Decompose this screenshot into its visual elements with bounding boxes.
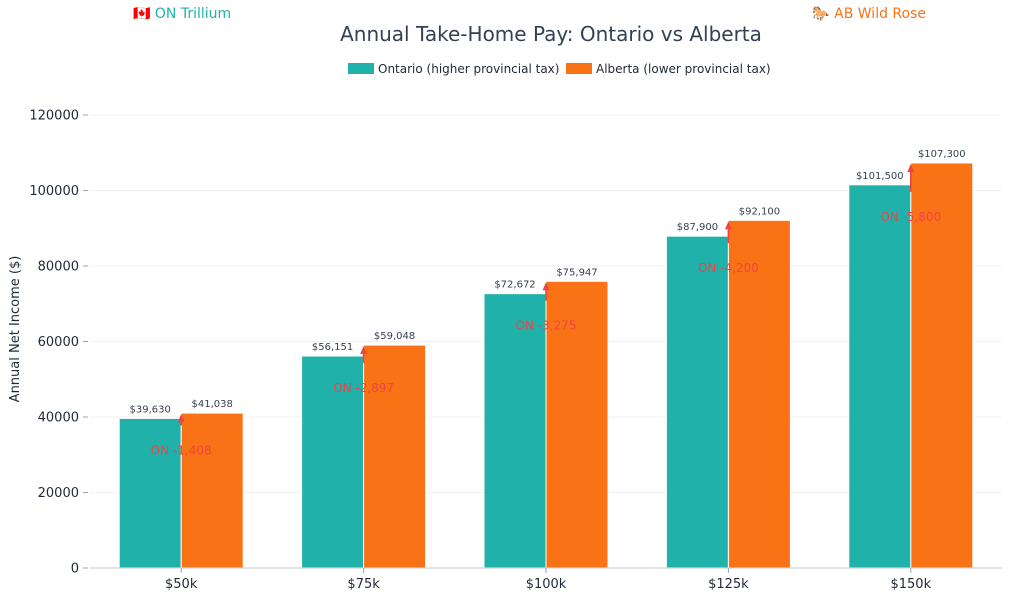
difference-arrow-head bbox=[907, 163, 915, 172]
difference-label: ON -4,200 bbox=[698, 261, 759, 275]
difference-arrow-head bbox=[724, 221, 732, 230]
bar-ontario bbox=[483, 293, 547, 569]
y-tick-label: 0 bbox=[71, 562, 79, 577]
bar-ontario bbox=[665, 235, 729, 569]
y-tick-label: 80000 bbox=[38, 260, 79, 275]
bar-alberta bbox=[363, 344, 427, 569]
bars: $39,630 $41,038 ON -1,408 $56,151 $59,048 ON … bbox=[118, 149, 974, 569]
x-tick-label: $75k bbox=[347, 577, 380, 592]
bar-value-label: $101,500 bbox=[856, 171, 904, 182]
bar-value-label: $56,151 bbox=[312, 342, 353, 353]
y-tick-label: 40000 bbox=[38, 411, 79, 426]
difference-arrow-head bbox=[542, 282, 550, 291]
difference-arrow-head bbox=[360, 346, 368, 355]
bar-alberta bbox=[727, 219, 791, 569]
bar-value-label: $59,048 bbox=[374, 331, 415, 342]
difference-arrow-head bbox=[177, 414, 185, 423]
difference-label: ON -1,408 bbox=[151, 443, 212, 457]
bar-value-label: $39,630 bbox=[130, 404, 171, 415]
y-tick-label: 120000 bbox=[29, 109, 79, 124]
alberta-badge: 🐎 AB Wild Rose bbox=[812, 6, 926, 22]
legend-label-0: Ontario (higher provincial tax) bbox=[378, 62, 559, 76]
difference-label: ON -2,897 bbox=[333, 381, 394, 395]
difference-label: ON -3,275 bbox=[516, 319, 577, 333]
legend-label-1: Alberta (lower provincial tax) bbox=[596, 62, 771, 76]
bar-value-label: $107,300 bbox=[918, 149, 966, 160]
y-axis: 0 20000 40000 60000 80000 100000 120000 bbox=[29, 109, 88, 577]
difference-label: ON -5,800 bbox=[880, 210, 941, 224]
bar-alberta bbox=[910, 162, 974, 569]
y-tick-label: 100000 bbox=[29, 184, 79, 199]
bar-ontario bbox=[848, 184, 912, 569]
bar-value-label: $87,900 bbox=[677, 222, 718, 233]
ontario-badge: 🇨🇦 ON Trillium bbox=[133, 6, 232, 22]
legend-swatch-1 bbox=[566, 63, 592, 74]
x-axis: $50k $75k $100k $125k $150k bbox=[90, 567, 1002, 592]
x-tick-label: $125k bbox=[708, 577, 749, 592]
legend-swatch-0 bbox=[348, 63, 374, 74]
bar-ontario bbox=[118, 417, 182, 569]
bar-value-label: $92,100 bbox=[739, 206, 780, 217]
x-tick-label: $100k bbox=[526, 577, 567, 592]
bar-alberta bbox=[180, 412, 244, 569]
y-tick-label: 60000 bbox=[38, 335, 79, 350]
bar-value-label: $41,038 bbox=[192, 399, 233, 410]
legend: Ontario (higher provincial tax) Alberta (… bbox=[348, 62, 771, 76]
x-tick-label: $50k bbox=[165, 577, 198, 592]
x-tick-label: $150k bbox=[890, 577, 931, 592]
chart-title: Annual Take-Home Pay: Ontario vs Alberta bbox=[340, 22, 762, 46]
y-tick-label: 20000 bbox=[38, 486, 79, 501]
y-axis-label: Annual Net Income ($) bbox=[8, 256, 23, 403]
bar-value-label: $72,672 bbox=[494, 280, 535, 291]
bar-value-label: $75,947 bbox=[556, 267, 597, 278]
bar-alberta bbox=[545, 280, 609, 569]
